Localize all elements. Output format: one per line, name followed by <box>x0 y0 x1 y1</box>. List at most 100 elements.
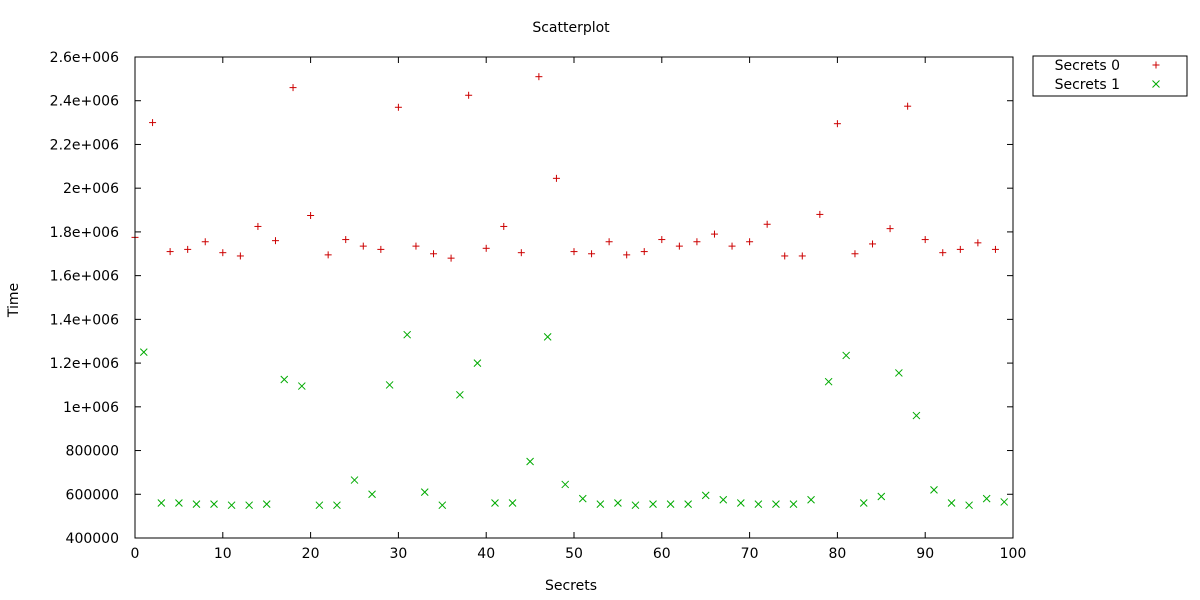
y-axis-label: Time <box>6 283 22 318</box>
data-point <box>921 236 929 244</box>
x-tick-label: 20 <box>302 546 320 562</box>
data-point <box>851 250 859 258</box>
data-point <box>947 499 956 507</box>
data-point <box>1000 498 1009 506</box>
data-point <box>447 254 455 262</box>
data-point <box>517 249 525 257</box>
data-point <box>385 381 394 389</box>
data-point <box>552 174 560 182</box>
legend-marker-point <box>1152 80 1160 88</box>
data-point <box>561 480 570 489</box>
data-point <box>350 476 359 484</box>
data-point <box>465 91 473 99</box>
data-point <box>904 102 912 110</box>
legend-marker-plus <box>1152 61 1160 69</box>
x-tick-label: 30 <box>389 546 407 562</box>
data-point <box>526 457 534 466</box>
data-point <box>824 377 833 386</box>
data-point <box>157 499 166 507</box>
y-tick-label: 1.4e+006 <box>50 312 119 328</box>
data-point <box>377 245 385 253</box>
chart-title: Scatterplot <box>532 20 610 36</box>
data-point <box>430 250 438 258</box>
x-tick-label: 100 <box>1000 546 1027 562</box>
data-point <box>746 238 754 246</box>
data-point <box>149 119 157 127</box>
data-point <box>772 500 780 508</box>
x-tick-label: 80 <box>828 546 846 562</box>
data-point <box>930 486 938 494</box>
x-tick-label: 10 <box>214 546 232 562</box>
y-tick-label: 2.6e+006 <box>50 50 119 66</box>
data-point <box>254 222 262 230</box>
data-point <box>184 245 192 253</box>
x-tick-label: 60 <box>653 546 671 562</box>
series-1 <box>139 330 1009 510</box>
data-point <box>227 501 236 510</box>
data-point <box>482 244 490 252</box>
data-point <box>605 238 613 246</box>
data-point <box>262 500 271 508</box>
data-point <box>736 499 745 507</box>
data-point <box>728 242 736 250</box>
data-point <box>307 212 315 220</box>
data-point <box>192 500 201 508</box>
data-point <box>201 238 209 246</box>
plot-frame <box>134 56 1014 539</box>
data-point <box>333 501 341 510</box>
data-point <box>666 500 675 508</box>
data-point <box>500 222 508 230</box>
y-tick-label: 2e+006 <box>63 181 119 197</box>
data-point <box>886 225 894 233</box>
data-point <box>588 250 596 258</box>
data-point <box>614 499 622 507</box>
data-point <box>631 501 640 510</box>
data-point <box>438 501 447 510</box>
x-tick-label: 50 <box>565 546 583 562</box>
x-axis-label: Secrets <box>545 578 597 594</box>
x-tick-label: 70 <box>741 546 759 562</box>
legend-marker-cross <box>1152 80 1160 88</box>
data-point <box>412 242 420 250</box>
data-point <box>842 351 851 360</box>
data-point <box>640 248 648 256</box>
y-tick-label: 1.6e+006 <box>50 269 119 285</box>
data-point <box>324 251 332 259</box>
data-point <box>219 249 227 257</box>
data-point <box>859 499 868 507</box>
data-point <box>684 500 692 508</box>
data-point <box>877 492 886 501</box>
data-point <box>965 501 973 510</box>
y-tick-label: 600000 <box>66 487 119 503</box>
y-tick-label: 2.2e+006 <box>50 137 119 153</box>
y-tick-label: 400000 <box>66 531 119 547</box>
data-point <box>974 239 982 247</box>
y-tick-label: 1.8e+006 <box>50 225 119 241</box>
x-tick-label: 90 <box>916 546 934 562</box>
data-point <box>403 330 412 339</box>
data-point <box>649 500 657 508</box>
data-point <box>570 248 578 256</box>
data-point <box>535 73 543 81</box>
data-point <box>315 501 324 510</box>
data-point <box>763 220 771 228</box>
x-tick-label: 0 <box>131 546 140 562</box>
data-point <box>675 242 683 250</box>
data-point <box>210 500 218 508</box>
data-point <box>991 245 999 253</box>
legend-label-secrets-0: Secrets 0 <box>1055 58 1120 74</box>
data-point <box>236 252 244 260</box>
data-point <box>473 359 482 367</box>
legend-box <box>1032 55 1188 97</box>
legend: Secrets 0 Secrets 1 <box>1032 55 1188 97</box>
y-tick-label: 2.4e+006 <box>50 94 119 110</box>
data-point <box>701 491 710 500</box>
data-point <box>754 500 763 508</box>
data-point <box>578 494 587 503</box>
data-point <box>166 248 174 256</box>
data-point <box>807 495 815 504</box>
data-point <box>280 375 289 384</box>
data-point <box>508 499 517 507</box>
data-point <box>456 390 464 399</box>
data-point <box>789 500 798 508</box>
